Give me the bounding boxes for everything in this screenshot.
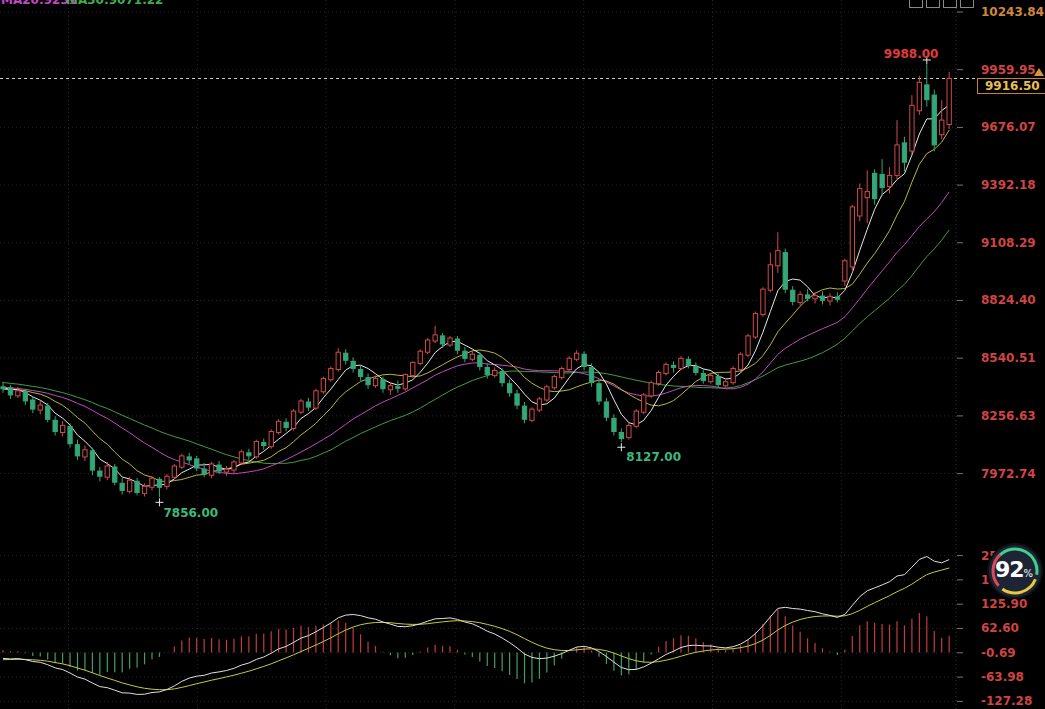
dip-annotation: 8127.00 xyxy=(626,450,681,464)
signal-score-badge[interactable]: 92% xyxy=(986,542,1044,600)
window-layout-icon[interactable] xyxy=(926,0,940,8)
axis-label: 10243.84 xyxy=(981,5,1043,19)
axis-label: 9392.18 xyxy=(981,178,1043,192)
axis-label: 8824.40 xyxy=(981,293,1043,307)
badge-value: 92% xyxy=(986,557,1042,582)
high-annotation: 9988.00 xyxy=(884,47,939,61)
axis-label: 8256.63 xyxy=(981,409,1043,423)
axis-label: -0.69 xyxy=(981,646,1043,660)
low-annotation: 7856.00 xyxy=(163,506,218,520)
ma-legend: MA20:9231MA30:9071.22 xyxy=(0,0,300,10)
window-layout-icon[interactable] xyxy=(909,0,923,8)
axis-label: 9108.29 xyxy=(981,236,1043,250)
axis-label: 8540.51 xyxy=(981,351,1043,365)
window-layout-icon[interactable] xyxy=(960,0,974,8)
axis-label: 62.60 xyxy=(981,621,1043,635)
price-up-arrow-icon xyxy=(1034,68,1044,76)
last-price-label: 9916.50 xyxy=(977,78,1045,94)
axis-label: -63.98 xyxy=(981,670,1043,684)
axis-label: -127.28 xyxy=(981,694,1043,708)
chart-canvas: MA20:9231MA30:9071.22 10243.849959.95967… xyxy=(0,0,1045,709)
axis-label: 9676.07 xyxy=(981,120,1043,134)
axis-label: 7972.74 xyxy=(981,467,1043,481)
ma-legend-item: MA30:9071.22 xyxy=(66,0,163,7)
price-chart[interactable] xyxy=(0,0,1045,709)
window-layout-icon[interactable] xyxy=(943,0,957,8)
